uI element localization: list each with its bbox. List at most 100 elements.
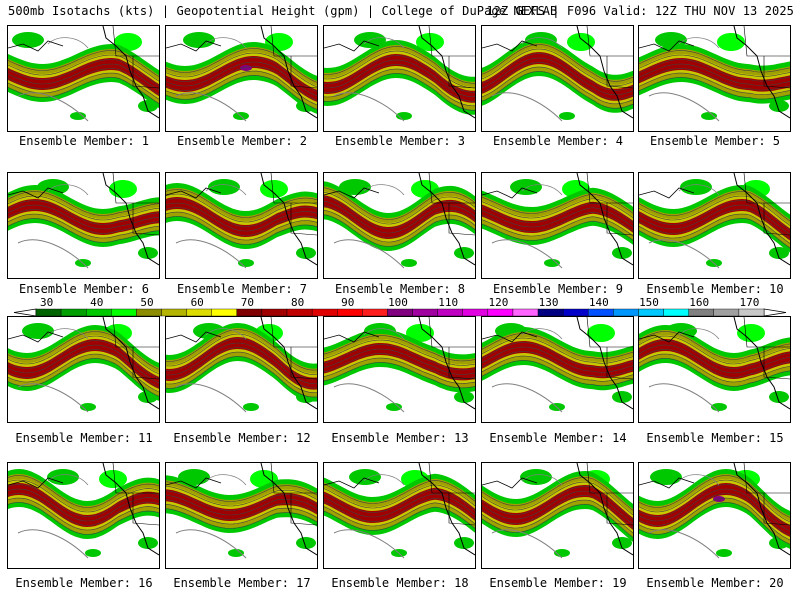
height-contour	[482, 207, 633, 228]
coastline	[8, 187, 64, 199]
coastline	[260, 173, 317, 266]
height-contour	[639, 50, 790, 73]
border-line	[743, 173, 790, 204]
height-contour	[8, 497, 159, 531]
ensemble-panel-5	[638, 25, 791, 132]
wind-patch	[183, 32, 215, 48]
wind-patch	[99, 470, 127, 488]
wind-patch	[769, 100, 789, 112]
height-contour	[639, 200, 790, 231]
border-line	[448, 203, 475, 236]
border-line	[270, 26, 317, 57]
height-contour	[8, 200, 159, 225]
jet-stream-map	[324, 317, 475, 413]
height-contour	[324, 497, 475, 522]
ensemble-member-label: Ensemble Member: 6	[18, 282, 150, 296]
height-contour	[482, 499, 633, 534]
height-contour	[491, 239, 563, 269]
height-contour	[166, 75, 317, 110]
isotach-80kt	[639, 58, 790, 92]
jet-stream-map	[482, 317, 633, 413]
height-contour	[8, 358, 159, 397]
jet-stream-map	[482, 26, 633, 122]
coastline	[639, 187, 695, 199]
isotach-80kt	[482, 201, 633, 233]
height-contour	[166, 61, 317, 97]
border-line	[448, 56, 475, 89]
wind-patch	[416, 33, 444, 51]
height-contour	[175, 239, 247, 269]
colorbar-swatch	[311, 308, 338, 317]
jet-stream-map	[8, 317, 159, 413]
colorbar-swatch	[487, 308, 514, 317]
height-contour	[639, 353, 790, 383]
height-contour	[482, 495, 633, 529]
wind-patch	[701, 112, 717, 120]
colorbar-swatch	[387, 308, 413, 317]
wind-patch	[567, 33, 595, 51]
height-contour	[324, 64, 475, 102]
height-contour	[324, 192, 475, 225]
coastline	[166, 187, 222, 199]
wind-patch	[737, 324, 765, 342]
colorbar-swatch	[211, 308, 238, 317]
border-line	[132, 493, 159, 526]
colorbar-arrow-right	[763, 308, 787, 317]
border-line	[763, 203, 790, 236]
colorbar-tick-label: 120	[488, 297, 508, 309]
height-contour	[324, 344, 475, 371]
coastline	[166, 477, 222, 489]
header-valid-time: 12Z GEFS | F096 Valid: 12Z THU NOV 13 20…	[486, 4, 794, 18]
height-contour	[639, 54, 790, 77]
jet-stream-map	[639, 173, 790, 269]
coastline	[482, 40, 538, 52]
jet-stream-map	[8, 173, 159, 269]
height-contour	[639, 479, 790, 523]
wind-patch	[243, 403, 259, 411]
height-contour	[324, 187, 475, 220]
colorbar-tick-label: 80	[291, 297, 304, 309]
height-contour	[324, 201, 475, 234]
height-contour	[482, 71, 633, 109]
height-contour	[482, 193, 633, 214]
isotach-80kt	[8, 58, 159, 97]
ensemble-member-label: Ensemble Member: 13	[331, 431, 469, 445]
border-line	[112, 463, 159, 494]
ensemble-member-label: Ensemble Member: 16	[15, 576, 153, 590]
height-contour	[482, 355, 633, 382]
height-contour	[491, 383, 563, 413]
ensemble-panel-2	[165, 25, 318, 132]
height-contour	[8, 344, 159, 384]
coastline	[733, 317, 790, 410]
height-contour	[8, 204, 159, 230]
wind-patch	[520, 469, 552, 485]
height-contour	[491, 92, 563, 122]
colorbar-tick-label: 100	[388, 297, 408, 309]
height-contour	[324, 339, 475, 366]
height-contour	[639, 502, 790, 545]
border-line	[763, 347, 790, 380]
height-contour	[482, 481, 633, 516]
ensemble-panel-13	[323, 316, 476, 423]
wind-patch	[554, 549, 570, 557]
height-contour	[175, 529, 247, 559]
height-contour	[324, 362, 475, 389]
jet-stream-map	[639, 317, 790, 413]
colorbar-swatch	[186, 308, 212, 317]
height-contour	[482, 216, 633, 237]
height-contour	[324, 214, 475, 247]
wind-patch	[238, 259, 254, 267]
border-line	[606, 203, 633, 236]
height-contour	[166, 193, 317, 223]
colorbar-tick-label: 70	[241, 297, 254, 309]
height-contour	[166, 189, 317, 218]
height-contour	[482, 337, 633, 364]
coastline	[102, 317, 159, 410]
colorbar-arrow-left	[13, 308, 37, 317]
wind-patch	[454, 537, 474, 549]
height-contour	[324, 506, 475, 531]
height-contour	[8, 335, 159, 375]
colorbar-swatch	[35, 308, 62, 317]
isotach-80kt	[166, 56, 317, 102]
isotach-80kt	[482, 341, 633, 379]
